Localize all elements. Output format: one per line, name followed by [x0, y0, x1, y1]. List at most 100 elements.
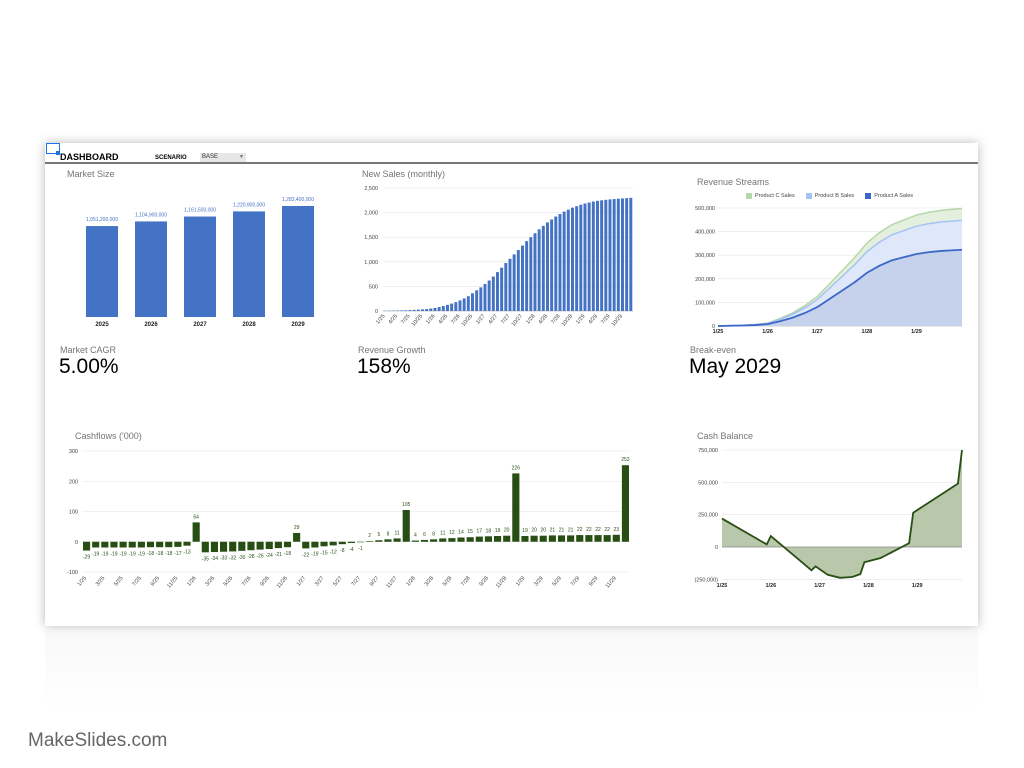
- x-tick-label: 1/26: [762, 329, 773, 335]
- cashflow-bar: [576, 535, 584, 542]
- x-tick-label: 1/26: [425, 313, 436, 325]
- x-tick-label: 1/26: [186, 575, 197, 587]
- cashflow-value-label: 19: [522, 528, 528, 534]
- y-tick-label: 0: [712, 324, 715, 330]
- new-sales-bar: [554, 216, 558, 311]
- cashflow-bar: [201, 541, 209, 553]
- cashflow-bar: [320, 541, 328, 547]
- cashflow-value-label: 20: [540, 528, 546, 534]
- kpi-growth-label: Revenue Growth: [358, 345, 426, 355]
- market-size-title: Market Size: [67, 169, 115, 179]
- new-sales-bar: [446, 304, 449, 311]
- x-tick-label: 9/29: [588, 575, 599, 587]
- x-tick-label: 9/27: [369, 575, 380, 587]
- cashflow-value-label: 22: [586, 527, 592, 533]
- new-sales-bar: [571, 207, 574, 311]
- new-sales-bar: [541, 225, 545, 311]
- new-sales-bar: [475, 290, 479, 311]
- new-sales-bar: [604, 199, 608, 311]
- y-tick-label: 400,000: [695, 230, 715, 236]
- bar-value-label: 1,104,900,000: [135, 212, 167, 218]
- cashflow-value-label: 226: [512, 465, 521, 471]
- bar-value-label: 1,051,200,000: [86, 217, 118, 223]
- new-sales-bar: [400, 310, 404, 311]
- y-tick-label: -100: [67, 570, 78, 576]
- cashflow-value-label: -29: [83, 555, 90, 561]
- cashflow-value-label: 8: [387, 531, 390, 537]
- x-tick-label: 1/29: [911, 329, 922, 335]
- x-tick-label: 1/26: [765, 583, 776, 589]
- new-sales-bar: [608, 199, 612, 311]
- new-sales-bar: [500, 267, 504, 311]
- cashflow-bar: [146, 541, 155, 548]
- y-tick-label: 200,000: [695, 277, 715, 283]
- cashflow-bar: [183, 541, 191, 546]
- cashflow-value-label: -19: [101, 551, 108, 557]
- x-tick-label: 9/25: [150, 575, 161, 587]
- x-tick-label: 4/27: [488, 313, 499, 325]
- cashflow-bar: [503, 535, 511, 542]
- x-tick-label: 2025: [95, 322, 109, 328]
- cashflow-value-label: -19: [138, 551, 145, 557]
- x-tick-label: 5/29: [552, 575, 563, 587]
- cashflow-bar: [101, 541, 109, 548]
- y-tick-label: (250,000): [694, 577, 718, 583]
- cashflow-bar: [557, 535, 566, 542]
- bar-value-label: 1,161,500,000: [184, 208, 216, 214]
- x-tick-label: 10/28: [561, 313, 574, 327]
- cashflow-value-label: 105: [402, 502, 411, 508]
- cashflow-value-label: 64: [193, 514, 199, 520]
- cashflow-value-label: 22: [604, 527, 610, 533]
- selected-cell[interactable]: [46, 143, 60, 154]
- chevron-down-icon: ▼: [239, 154, 244, 160]
- x-tick-label: 7/27: [351, 575, 362, 587]
- cashflow-value-label: 2: [368, 533, 371, 539]
- cashflow-bar: [229, 541, 237, 552]
- kpi-cagr-label: Market CAGR: [60, 345, 117, 355]
- x-tick-label: 3/28: [424, 575, 435, 587]
- cashflow-value-label: -8: [340, 548, 345, 554]
- cashflow-value-label: 22: [577, 527, 583, 533]
- cashflow-value-label: 20: [531, 528, 537, 534]
- new-sales-bar: [504, 263, 508, 311]
- scenario-value: BASE: [202, 154, 219, 160]
- new-sales-bar: [496, 272, 499, 311]
- new-sales-bar: [546, 222, 549, 311]
- dashboard-title: DASHBOARD: [60, 152, 119, 162]
- brand-watermark: MakeSlides.com: [28, 730, 168, 751]
- cashflow-bar: [448, 538, 456, 542]
- new-sales-bar: [416, 309, 420, 311]
- y-tick-label: 500,000: [695, 206, 715, 212]
- cashflow-bar: [247, 541, 255, 551]
- x-tick-label: 1/29: [575, 313, 586, 325]
- x-tick-label: 1/27: [812, 329, 823, 335]
- cashflow-bar: [156, 541, 164, 548]
- new-sales-bar: [533, 233, 537, 311]
- scenario-label: SCENARIO: [155, 155, 187, 161]
- scenario-dropdown[interactable]: BASE ▼: [200, 153, 246, 162]
- cashflow-bar: [375, 540, 383, 542]
- x-tick-label: 4/29: [588, 313, 599, 325]
- bar-value-label: 1,283,400,000: [282, 197, 314, 203]
- new-sales-bar: [462, 298, 466, 311]
- y-tick-label: 0: [375, 309, 378, 315]
- x-tick-label: 5/27: [332, 575, 343, 587]
- header-divider: [45, 162, 978, 164]
- cashflow-bar: [366, 541, 374, 542]
- y-tick-label: 100: [69, 510, 78, 516]
- x-tick-label: 10/27: [511, 313, 524, 327]
- cashflow-bar: [411, 540, 419, 542]
- cashflow-value-label: 23: [614, 527, 620, 533]
- cashflow-value-label: 6: [423, 532, 426, 538]
- cashflow-bar: [192, 522, 200, 542]
- fill-handle[interactable]: [56, 151, 60, 155]
- new-sales-bar: [458, 300, 462, 311]
- market-size-bar: [282, 206, 314, 317]
- cashflow-bar: [311, 541, 319, 548]
- cashflow-value-label: -15: [320, 550, 327, 556]
- x-tick-label: 1/28: [405, 575, 416, 587]
- cashflow-value-label: -19: [311, 551, 318, 557]
- cash-balance-line: [721, 449, 963, 579]
- cashflow-bar: [439, 538, 447, 542]
- cashflow-bar: [457, 537, 465, 542]
